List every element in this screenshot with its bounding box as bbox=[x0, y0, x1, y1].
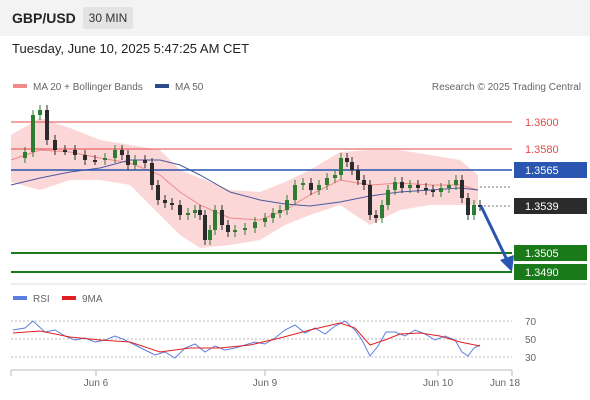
header-bar: GBP/USD 30 MIN bbox=[0, 0, 590, 36]
candle-body bbox=[23, 152, 27, 158]
candle-body bbox=[271, 213, 275, 218]
rsi-tick-70: 70 bbox=[525, 317, 537, 328]
candle-body bbox=[73, 150, 77, 155]
candle-body bbox=[83, 155, 87, 160]
candle-body bbox=[393, 182, 397, 190]
candle-body bbox=[431, 190, 435, 192]
ma20-legend-swatch bbox=[13, 84, 27, 88]
rsi-tick-50: 50 bbox=[525, 335, 537, 346]
price-label-1.3539: 1.3539 bbox=[525, 201, 559, 213]
symbol-label: GBP/USD bbox=[12, 10, 76, 26]
ma20-legend-label: MA 20 + Bollinger Bands bbox=[33, 82, 143, 93]
candle-body bbox=[243, 228, 247, 230]
x-label-jun18: Jun 18 bbox=[490, 378, 520, 389]
candle-body bbox=[45, 110, 49, 140]
candle-body bbox=[163, 200, 167, 203]
timeframe-button[interactable]: 30 MIN bbox=[83, 7, 133, 29]
candlestick-series bbox=[23, 105, 482, 245]
candle-body bbox=[466, 198, 470, 215]
projection-arrow-head bbox=[500, 255, 514, 272]
candle-body bbox=[233, 230, 237, 232]
candle-body bbox=[408, 185, 412, 188]
rsi-tick-30: 30 bbox=[525, 353, 537, 364]
candle-body bbox=[178, 205, 182, 215]
candle-body bbox=[460, 180, 464, 198]
price-tag-1.3539 bbox=[514, 198, 587, 214]
rsi-ma-legend-label: 9MA bbox=[82, 294, 103, 305]
candle-body bbox=[113, 150, 117, 158]
projection-arrow-shaft bbox=[479, 205, 510, 263]
price-tag-1.3490 bbox=[514, 264, 587, 280]
candle-body bbox=[333, 175, 337, 178]
candle-body bbox=[63, 150, 67, 152]
candle-body bbox=[309, 183, 313, 190]
candle-body bbox=[31, 115, 35, 152]
candle-body bbox=[380, 205, 384, 218]
candle-body bbox=[93, 160, 97, 162]
candle-body bbox=[143, 160, 147, 163]
rsi-ma-legend-swatch bbox=[62, 296, 76, 300]
copyright-text: Research © 2025 Trading Central bbox=[432, 82, 581, 93]
candle-body bbox=[416, 185, 420, 188]
candle-body bbox=[193, 210, 197, 213]
price-tag-1.3565 bbox=[514, 162, 587, 178]
candle-body bbox=[374, 215, 378, 218]
candle-body bbox=[120, 150, 124, 155]
candle-body bbox=[186, 213, 190, 215]
ma50-line bbox=[10, 159, 479, 207]
candle-body bbox=[213, 210, 217, 230]
candle-body bbox=[339, 158, 343, 175]
candle-body bbox=[350, 162, 354, 170]
price-label-1.3490: 1.3490 bbox=[525, 267, 559, 279]
candle-body bbox=[447, 185, 451, 188]
candle-body bbox=[203, 215, 207, 240]
rsi-legend-label: RSI bbox=[33, 294, 50, 305]
candle-body bbox=[263, 218, 267, 222]
price-label-1.3600: 1.3600 bbox=[525, 117, 559, 129]
candle-body bbox=[38, 110, 42, 115]
candle-body bbox=[156, 185, 160, 200]
candle-body bbox=[301, 183, 305, 185]
candle-body bbox=[439, 188, 443, 192]
candle-body bbox=[198, 210, 202, 215]
candle-body bbox=[103, 158, 107, 160]
candle-body bbox=[478, 205, 482, 207]
candle-body bbox=[345, 158, 349, 162]
candle-body bbox=[400, 182, 404, 188]
datetime-label: Tuesday, June 10, 2025 5:47:25 AM CET bbox=[12, 41, 250, 56]
price-label-1.3580: 1.3580 bbox=[525, 144, 559, 156]
price-label-1.3565: 1.3565 bbox=[525, 165, 559, 177]
candle-body bbox=[293, 185, 297, 200]
candle-body bbox=[454, 180, 458, 185]
candle-body bbox=[368, 185, 372, 215]
candle-body bbox=[362, 180, 366, 185]
x-label-jun6: Jun 6 bbox=[84, 378, 109, 389]
candle-body bbox=[356, 170, 360, 180]
candle-body bbox=[278, 210, 282, 213]
candle-body bbox=[126, 155, 130, 165]
rsi-ma-line bbox=[12, 322, 481, 353]
ma50-legend-label: MA 50 bbox=[175, 82, 204, 93]
x-label-jun9: Jun 9 bbox=[253, 378, 278, 389]
candle-body bbox=[220, 210, 224, 225]
candle-body bbox=[472, 205, 476, 215]
candle-body bbox=[253, 222, 257, 228]
candle-body bbox=[317, 185, 321, 190]
candle-body bbox=[208, 230, 212, 240]
candle-body bbox=[133, 160, 137, 165]
ma50-legend-swatch bbox=[155, 84, 169, 88]
rsi-legend-swatch bbox=[13, 296, 27, 300]
price-tag-1.3505 bbox=[514, 245, 587, 261]
candle-body bbox=[150, 163, 154, 185]
candle-body bbox=[386, 190, 390, 205]
candle-body bbox=[170, 203, 174, 205]
candle-body bbox=[53, 140, 57, 150]
x-label-jun10: Jun 10 bbox=[423, 378, 453, 389]
candle-body bbox=[424, 188, 428, 190]
price-label-1.3505: 1.3505 bbox=[525, 248, 559, 260]
candle-body bbox=[325, 178, 329, 185]
candle-body bbox=[285, 200, 289, 210]
candle-body bbox=[226, 225, 230, 232]
